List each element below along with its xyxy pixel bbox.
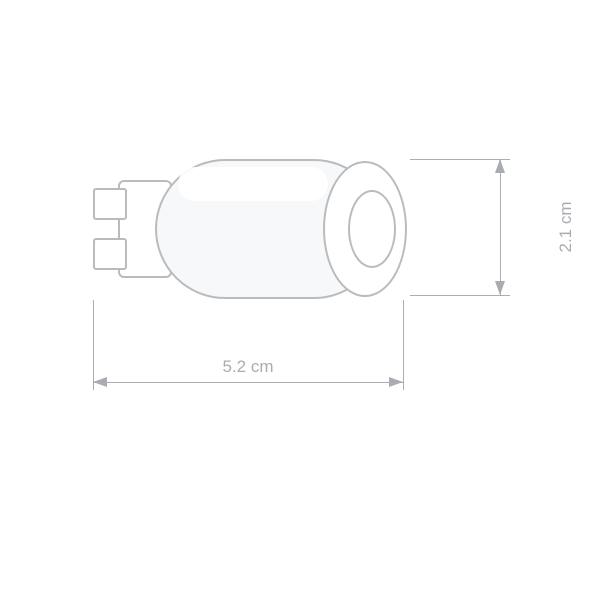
- dim-w-arrow-right: [389, 377, 403, 387]
- dim-h-arrow-down: [495, 281, 505, 295]
- dim-h-label: 2.1 cm: [556, 201, 576, 252]
- dim-h-line: [500, 159, 501, 295]
- dim-h-arrow-up: [495, 159, 505, 173]
- dim-w-label: 5.2 cm: [222, 357, 273, 377]
- pin-top: [93, 188, 127, 220]
- dim-h-ext-bottom: [410, 295, 510, 296]
- bulb-highlight: [178, 167, 328, 201]
- dim-w-line: [93, 382, 403, 383]
- dim-w-ext-right: [403, 300, 404, 390]
- bulb-lens: [348, 190, 396, 268]
- pin-bottom: [93, 238, 127, 270]
- dim-w-arrow-left: [93, 377, 107, 387]
